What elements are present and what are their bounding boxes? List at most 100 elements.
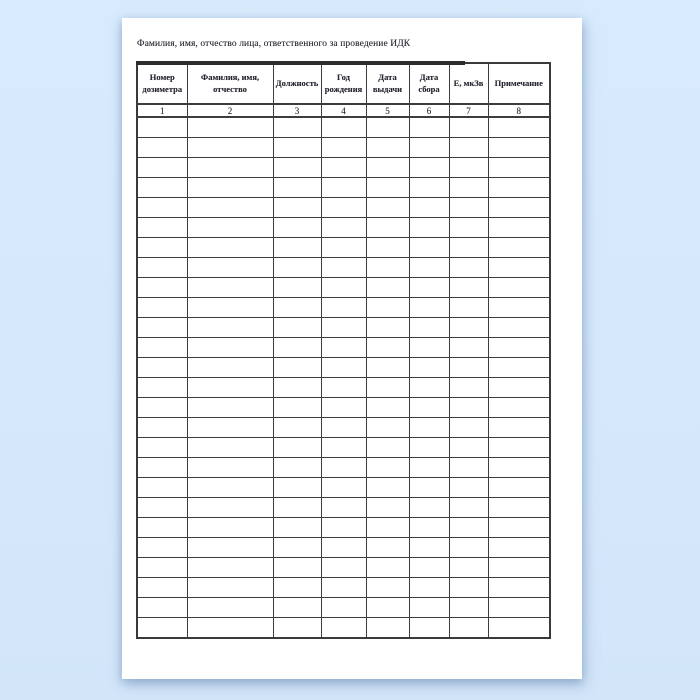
- empty-cell: [448, 417, 489, 438]
- empty-cell: [320, 537, 367, 558]
- empty-cell: [186, 357, 274, 378]
- empty-row: [136, 257, 551, 278]
- empty-cell: [320, 357, 367, 378]
- empty-cell: [408, 437, 450, 458]
- empty-cell: [448, 337, 489, 358]
- empty-cell: [186, 517, 274, 538]
- empty-cell: [448, 577, 489, 598]
- empty-row: [136, 277, 551, 298]
- empty-cell: [136, 437, 188, 458]
- empty-cell: [487, 517, 551, 538]
- empty-cell: [320, 577, 367, 598]
- empty-cell: [365, 237, 410, 258]
- empty-cell: [408, 157, 450, 178]
- empty-cell: [272, 257, 322, 278]
- empty-cell: [408, 237, 450, 258]
- empty-cell: [487, 297, 551, 318]
- empty-cell: [272, 417, 322, 438]
- empty-cell: [272, 277, 322, 298]
- column-number-cell-2: 2: [186, 103, 274, 118]
- empty-cell: [448, 477, 489, 498]
- empty-cell: [136, 297, 188, 318]
- empty-cell: [272, 497, 322, 518]
- empty-cell: [186, 437, 274, 458]
- empty-row: [136, 397, 551, 418]
- empty-cell: [272, 537, 322, 558]
- empty-cell: [272, 337, 322, 358]
- empty-cell: [136, 377, 188, 398]
- empty-cell: [320, 297, 367, 318]
- empty-cell: [448, 397, 489, 418]
- empty-cell: [448, 497, 489, 518]
- empty-cell: [487, 257, 551, 278]
- empty-cell: [136, 217, 188, 238]
- column-number-cell-1: 1: [136, 103, 188, 118]
- empty-cell: [136, 197, 188, 218]
- table-zone: Номер дозиметра Фамилия, имя, отчество Дол…: [136, 61, 551, 639]
- empty-row: [136, 477, 551, 498]
- header-cell-col7: Е, мкЗв: [448, 62, 489, 105]
- empty-cell: [272, 397, 322, 418]
- table-top-thick-border: [136, 61, 465, 65]
- empty-cell: [136, 457, 188, 478]
- empty-cell: [320, 277, 367, 298]
- header-cell-col5: Дата выдачи: [365, 62, 410, 105]
- idk-dosimeter-table: Номер дозиметра Фамилия, имя, отчество Дол…: [136, 62, 551, 639]
- header-cell-col6: Дата сбора: [408, 62, 450, 105]
- column-number-cell-4: 4: [320, 103, 367, 118]
- empty-cell: [365, 537, 410, 558]
- empty-cell: [136, 477, 188, 498]
- empty-row: [136, 597, 551, 618]
- empty-cell: [272, 557, 322, 578]
- empty-cell: [272, 297, 322, 318]
- empty-cell: [487, 137, 551, 158]
- empty-cell: [186, 397, 274, 418]
- empty-cell: [365, 317, 410, 338]
- empty-cell: [487, 317, 551, 338]
- empty-row: [136, 377, 551, 398]
- empty-cell: [186, 137, 274, 158]
- empty-cell: [186, 257, 274, 278]
- empty-row: [136, 337, 551, 358]
- column-number-cell-3: 3: [272, 103, 322, 118]
- empty-cell: [487, 116, 551, 138]
- empty-cell: [408, 197, 450, 218]
- empty-cell: [365, 377, 410, 398]
- empty-cell: [487, 277, 551, 298]
- empty-cell: [408, 137, 450, 158]
- empty-cell: [408, 397, 450, 418]
- empty-cell: [408, 217, 450, 238]
- empty-cell: [186, 537, 274, 558]
- empty-cell: [448, 237, 489, 258]
- empty-cell: [408, 537, 450, 558]
- empty-cell: [408, 617, 450, 639]
- empty-cell: [272, 317, 322, 338]
- header-cell-col4: Год рождения: [320, 62, 367, 105]
- empty-cell: [365, 116, 410, 138]
- column-number-cell-6: 6: [408, 103, 450, 118]
- empty-cell: [487, 537, 551, 558]
- empty-cell: [365, 437, 410, 458]
- empty-cell: [448, 116, 489, 138]
- empty-cell: [365, 397, 410, 418]
- empty-cell: [320, 497, 367, 518]
- empty-cell: [136, 317, 188, 338]
- empty-cell: [136, 177, 188, 198]
- empty-cell: [487, 237, 551, 258]
- empty-cell: [365, 417, 410, 438]
- empty-cell: [320, 317, 367, 338]
- empty-cell: [365, 257, 410, 278]
- empty-cell: [186, 417, 274, 438]
- empty-cell: [272, 217, 322, 238]
- empty-cell: [186, 197, 274, 218]
- empty-cell: [448, 517, 489, 538]
- empty-cell: [448, 277, 489, 298]
- empty-cell: [136, 137, 188, 158]
- empty-cell: [487, 337, 551, 358]
- empty-row: [136, 237, 551, 258]
- empty-cell: [448, 457, 489, 478]
- empty-cell: [272, 137, 322, 158]
- empty-cell: [186, 477, 274, 498]
